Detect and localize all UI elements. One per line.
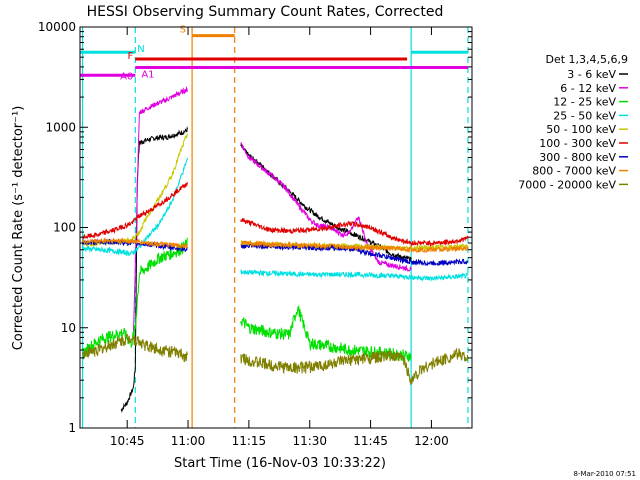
y-tick-label: 1 (68, 421, 76, 435)
legend-label: 50 - 100 keV (546, 123, 616, 136)
legend-label: 7000 - 20000 keV (518, 178, 616, 191)
flag-label: A0 (120, 71, 133, 82)
plot-area: N S F A0 A1 (80, 25, 469, 428)
series-line-100-300-kev (82, 182, 469, 248)
y-axis-label: Corrected Count Rate (s⁻¹ detector⁻¹) (11, 106, 26, 351)
x-tick-label: 10:45 (110, 434, 145, 448)
series-line-6-12-kev (132, 85, 412, 336)
x-tick-label: 11:15 (232, 434, 267, 448)
footer-date: 8-Mar-2010 07:51 (574, 470, 636, 478)
legend-label: 100 - 300 keV (539, 137, 616, 150)
legend-label: 800 - 7000 keV (532, 165, 616, 178)
y-tick-label: 100 (53, 221, 76, 235)
x-tick-label: 11:30 (292, 434, 327, 448)
axes: 1 10 100 1000 10000 10:45 11:00 11:15 11:30 11:45… (38, 20, 473, 448)
y-tick-label: 1000 (45, 120, 76, 134)
x-axis-label: Start Time (16-Nov-03 10:33:22) (174, 456, 386, 471)
legend-label: 12 - 25 keV (553, 96, 616, 109)
flag-label: S (180, 25, 186, 36)
chart-title: HESSI Observing Summary Count Rates, Cor… (87, 4, 444, 20)
x-tick-label: 11:00 (171, 434, 206, 448)
series-line-50-100-kev (82, 133, 469, 253)
legend-label: 6 - 12 keV (560, 82, 616, 95)
x-tick-label: 11:45 (353, 434, 388, 448)
series-line-25-50-kev (82, 157, 469, 282)
legend-label: 25 - 50 keV (553, 109, 616, 122)
plot-clip-group (80, 27, 469, 428)
series-line-7000-20000-kev (82, 333, 469, 386)
series-line-800-7000-kev (82, 237, 469, 254)
flag-label: A1 (141, 69, 154, 80)
flag-label: N (137, 44, 144, 55)
x-tick-label: 12:00 (414, 434, 449, 448)
legend-header: Det 1,3,4,5,6,9 (545, 53, 628, 66)
y-tick-label: 10 (61, 321, 76, 335)
legend-label: 3 - 6 keV (567, 68, 616, 81)
flag-label: F (128, 51, 134, 62)
y-tick-label: 10000 (38, 20, 76, 34)
series-line-12-25-kev (82, 237, 412, 362)
legend-label: 300 - 800 keV (539, 151, 616, 164)
